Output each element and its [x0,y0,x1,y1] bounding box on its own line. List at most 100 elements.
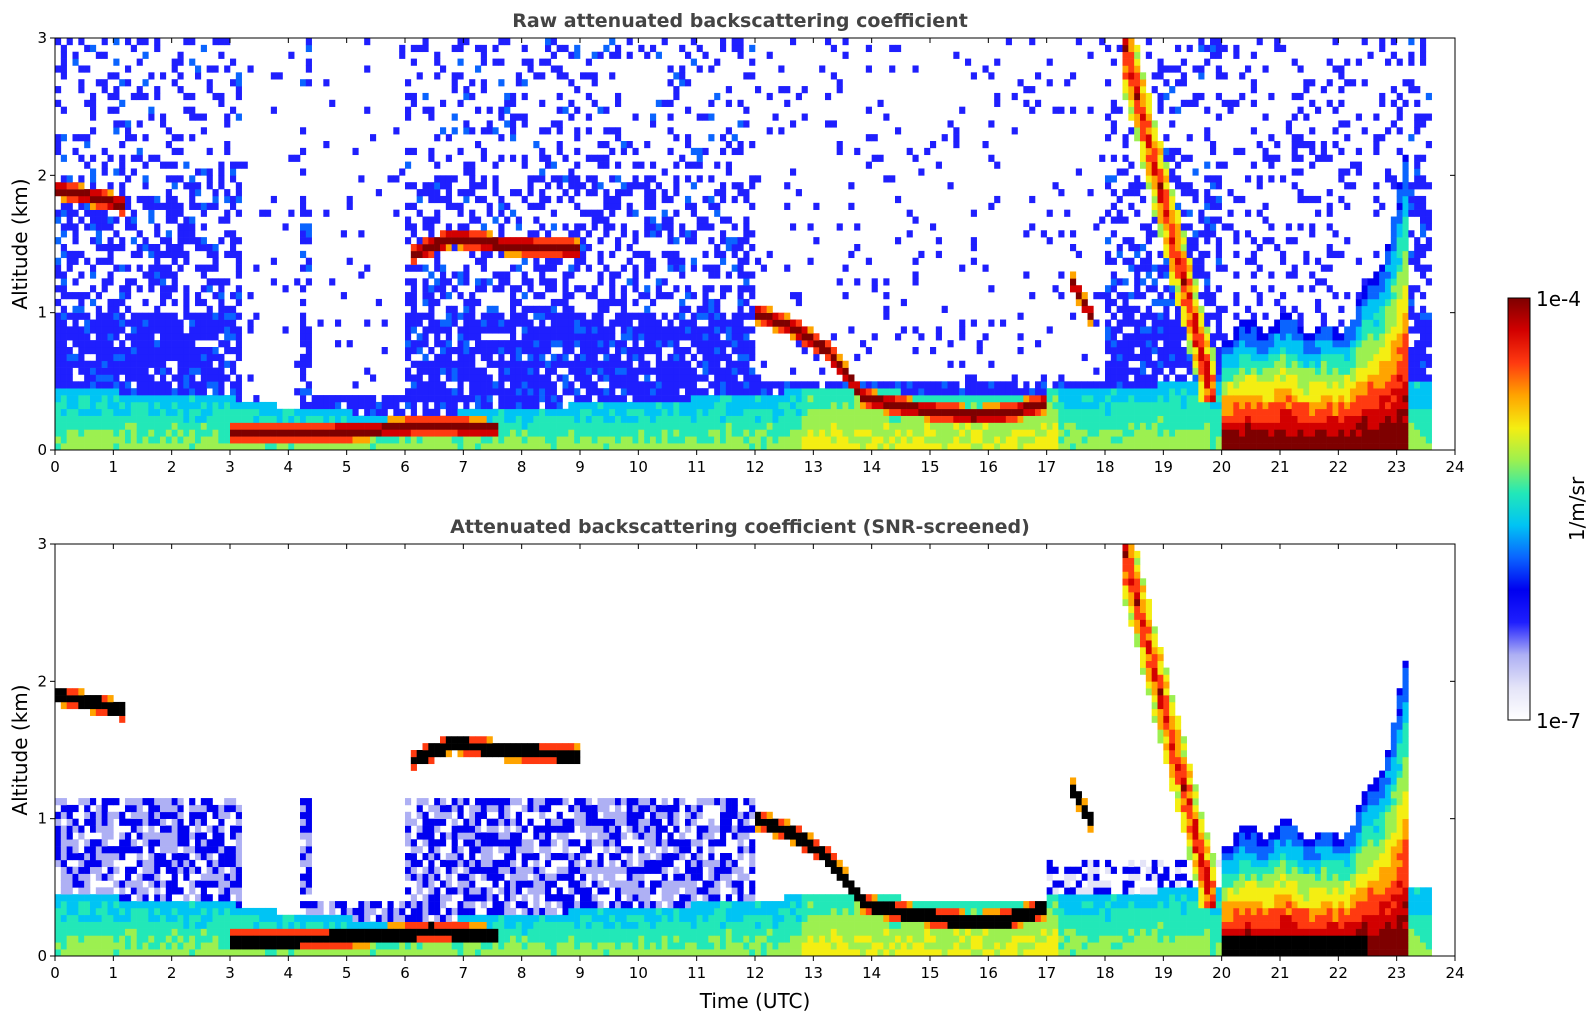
heatmap-cell [790,292,797,300]
heatmap-cell [615,374,622,382]
heatmap-cell [615,443,622,451]
heatmap-cell [521,44,528,53]
heatmap-cell [136,388,143,396]
heatmap-cell [1151,429,1158,437]
heatmap-cell [305,58,312,66]
heatmap-cell [270,422,277,430]
heatmap-cell [515,72,522,80]
heatmap-cell [801,388,808,396]
heatmap-cell [1157,333,1164,341]
heatmap-cell [994,422,1001,430]
heatmap-cell [510,381,517,389]
heatmap-cell [72,333,79,341]
heatmap-cell [737,312,744,320]
heatmap-cell [498,113,505,121]
heatmap-cell [125,127,132,135]
heatmap-cell [95,195,102,204]
heatmap-cell [218,237,225,245]
heatmap-cell [795,92,802,101]
heatmap-cell [305,443,312,451]
heatmap-cell [947,429,954,437]
heatmap-cell [95,429,102,437]
heatmap-cell [591,443,598,451]
heatmap-cell [801,381,808,389]
heatmap-cell [626,244,633,252]
heatmap-cell [568,305,575,313]
heatmap-cell [451,86,458,94]
heatmap-cell [1040,230,1047,238]
heatmap-cell [416,195,423,204]
heatmap-cell [527,443,534,451]
heatmap-cell [708,408,715,416]
heatmap-cell [1145,257,1152,265]
heatmap-cell [125,443,132,451]
heatmap-cell [1075,38,1082,46]
heatmap-cell [445,237,452,245]
heatmap-cell [329,443,336,451]
heatmap-cell [1163,182,1170,190]
heatmap-cell [125,319,132,327]
heatmap-cell [725,216,732,224]
heatmap-cell [708,65,715,73]
heatmap-cell [95,422,102,430]
heatmap-cell [877,422,884,430]
heatmap-cell [224,113,231,121]
heatmap-cell [1145,443,1152,451]
heatmap-cell [836,408,843,416]
heatmap-cell [708,436,715,444]
heatmap-cell [154,340,161,348]
heatmap-cell [125,216,132,224]
heatmap-cell [1017,333,1024,341]
heatmap-cell [90,360,97,368]
heatmap-cell [626,278,633,286]
heatmap-cell [1157,189,1164,197]
heatmap-cell [60,278,67,286]
heatmap-cell [189,326,196,334]
heatmap-cell [784,388,791,396]
heatmap-cell [451,79,458,87]
heatmap-cell [1198,388,1205,396]
heatmap-cell [451,202,458,210]
heatmap-cell [1186,305,1193,313]
heatmap-cell [294,408,301,416]
heatmap-cell [148,72,155,80]
heatmap-cell [615,395,622,403]
heatmap-cell [632,113,639,121]
heatmap-cell [218,161,225,169]
heatmap-cell [1169,106,1176,114]
heatmap-cell [865,429,872,437]
heatmap-cell [95,381,102,389]
heatmap-cell [282,443,289,451]
heatmap-cell [1192,92,1199,101]
heatmap-cell [434,408,441,416]
heatmap-cell [545,347,552,355]
heatmap-cell [970,381,977,389]
heatmap-cell [504,360,511,368]
heatmap-cell [101,429,108,437]
heatmap-cell [976,443,983,451]
heatmap-cell [620,436,627,444]
heatmap-cell [1145,415,1152,423]
heatmap-cell [650,223,657,231]
heatmap-cell [55,374,62,382]
heatmap-cell [294,443,301,451]
heatmap-cell [142,395,149,403]
heatmap-cell [136,154,143,162]
heatmap-cell [597,161,604,169]
heatmap-cell [830,44,837,53]
heatmap-cell [585,422,592,430]
heatmap-cell [171,182,178,190]
heatmap-cell [486,278,493,286]
heatmap-cell [475,443,482,451]
heatmap-cell [585,388,592,396]
heatmap-cell [364,443,371,451]
heatmap-cell [749,271,756,279]
heatmap-cell [84,65,91,73]
heatmap-cell [562,312,569,320]
heatmap-cell [644,312,651,320]
heatmap-cell [755,401,762,410]
heatmap-cell [953,381,960,389]
heatmap-cell [562,44,569,53]
heatmap-cell [300,367,307,375]
heatmap-cell [177,58,184,66]
